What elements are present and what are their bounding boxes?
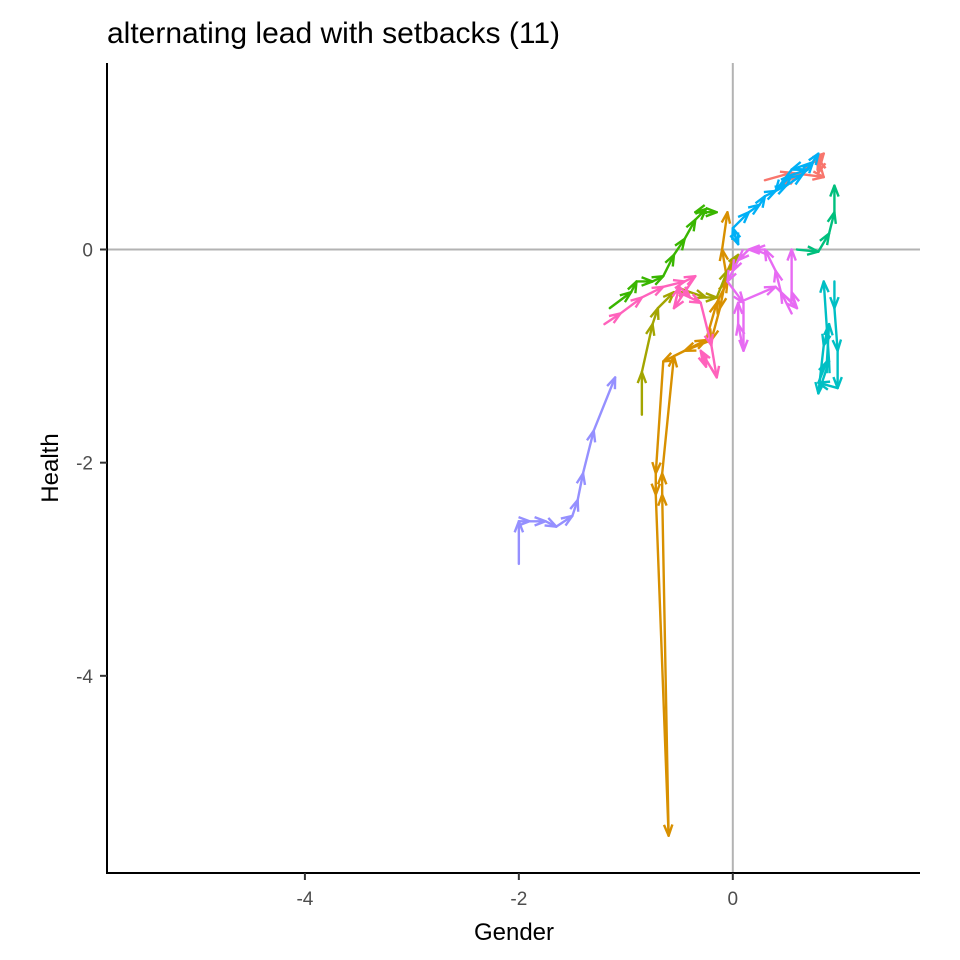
y-axis-ticks: 0 -2 -4 [76, 241, 107, 688]
series-segment [576, 472, 585, 502]
series-segment [660, 354, 676, 475]
series-segment [660, 493, 670, 837]
series-segment [827, 211, 836, 235]
arrow-head [606, 376, 617, 390]
y-axis-label: Health [37, 433, 64, 502]
series-segment [763, 248, 777, 273]
series-segment [592, 376, 617, 432]
series-path [513, 376, 617, 566]
series-segment [619, 296, 644, 315]
series-segment [683, 218, 697, 241]
y-tick-label: 0 [82, 241, 93, 262]
series-segment [817, 232, 831, 253]
arrow-head [816, 160, 827, 174]
series-segment [662, 280, 686, 289]
x-tick-label: 0 [728, 889, 739, 910]
series-segment [731, 211, 751, 230]
y-tick-label: -4 [76, 667, 93, 688]
arrow-head [829, 184, 840, 197]
series-path [603, 274, 721, 379]
series-segment [640, 285, 665, 299]
series-segment [774, 285, 799, 310]
series-segment [790, 160, 815, 171]
arrow-head [697, 354, 708, 368]
series-segment [779, 290, 793, 315]
arrow-head [819, 280, 830, 294]
series-segment [736, 285, 777, 305]
series-segment [774, 269, 783, 294]
x-axis-label: Gender [474, 919, 554, 946]
series-segment [822, 280, 831, 363]
chart-title: alternating lead with setbacks (11) [107, 17, 560, 50]
series-segment [640, 322, 654, 374]
series-segment [672, 338, 708, 358]
series-segment [715, 269, 729, 299]
series-path [729, 152, 820, 246]
series-path [814, 280, 843, 395]
series-segment [720, 211, 729, 251]
series-segment [654, 360, 665, 475]
x-axis-ticks: -4 -2 0 [296, 873, 738, 910]
series-segment [715, 280, 729, 305]
series-segment [726, 280, 745, 305]
series-segment [833, 306, 839, 352]
series-segment [736, 322, 745, 352]
arrow-head [705, 206, 718, 218]
series-layer [513, 152, 843, 837]
series-segment [608, 290, 633, 310]
y-tick-label: -2 [76, 454, 93, 475]
series-segment [662, 253, 676, 278]
series-segment [581, 429, 595, 475]
arrow-head [720, 211, 732, 224]
series-path [608, 204, 718, 310]
series-segment [817, 360, 831, 395]
arrow-head [808, 152, 820, 166]
series-path [650, 211, 745, 837]
series-path [795, 184, 840, 256]
series-segment [656, 290, 676, 310]
x-tick-label: -2 [510, 889, 527, 910]
arrow-head [786, 248, 797, 261]
series-segment [672, 285, 681, 310]
series-segment [795, 248, 820, 253]
x-tick-label: -4 [296, 889, 313, 910]
series-segment [699, 301, 713, 347]
series-segment [710, 344, 718, 379]
reference-lines [107, 63, 920, 873]
series-path [726, 244, 801, 352]
series-segment [774, 173, 793, 193]
